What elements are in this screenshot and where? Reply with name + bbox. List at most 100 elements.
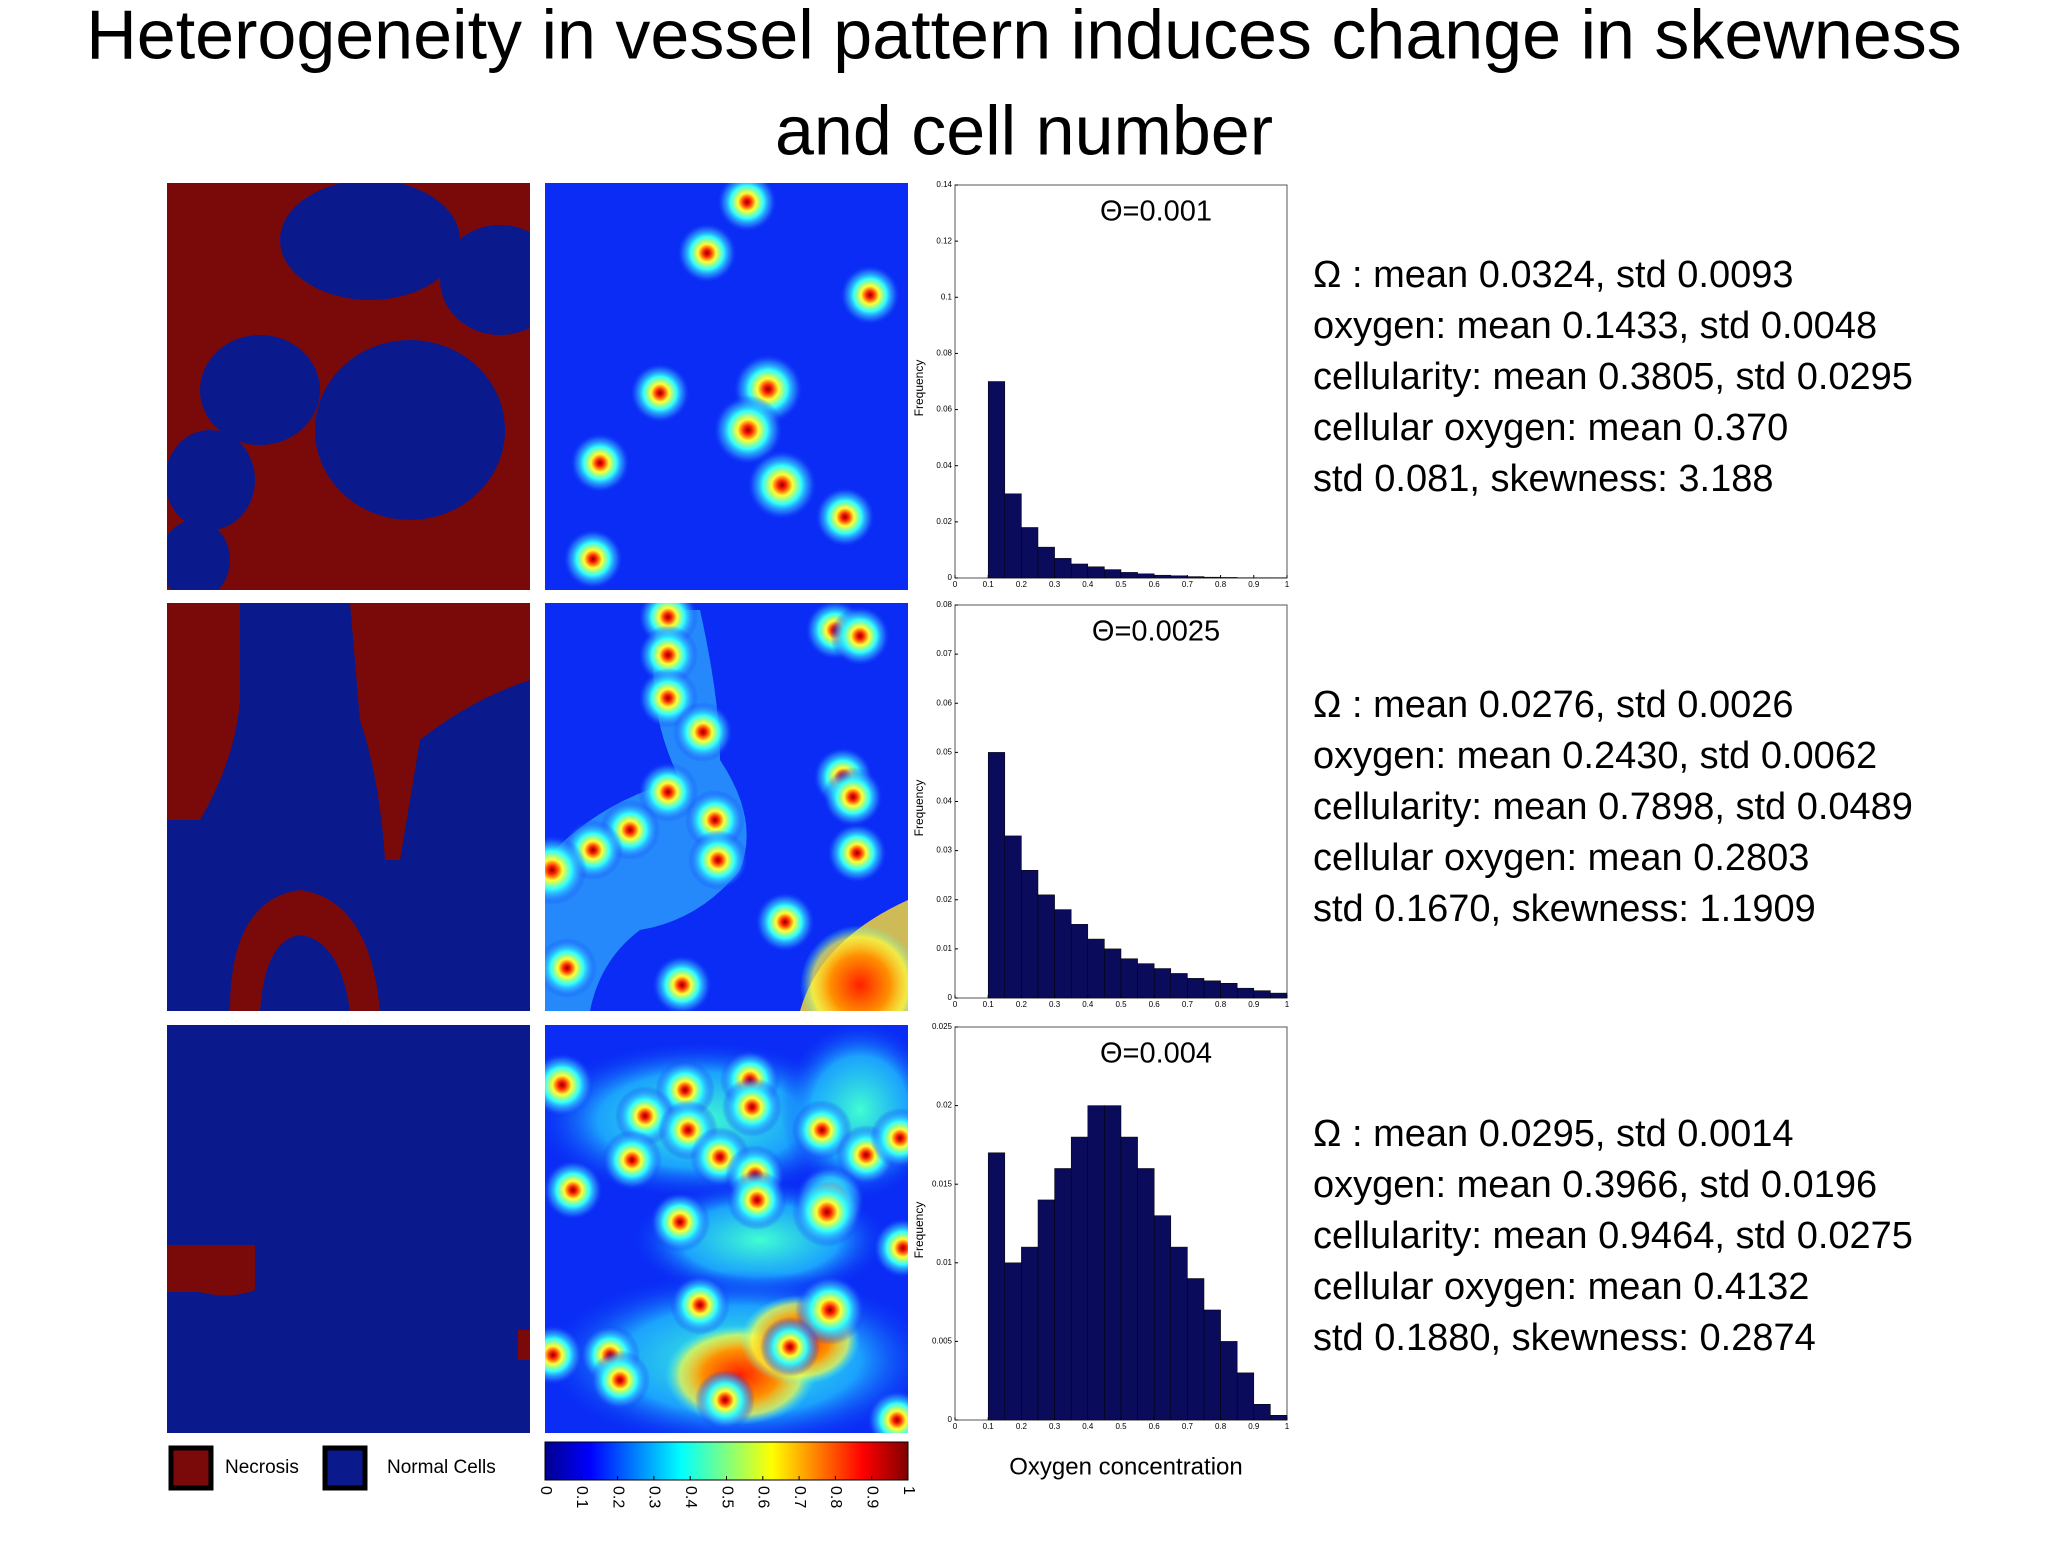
y-tick-label: 0.02 bbox=[936, 517, 952, 526]
y-tick-label: 0.06 bbox=[936, 698, 952, 707]
histogram-bar bbox=[1138, 964, 1155, 998]
colorbar-tick-label: 0.5 bbox=[718, 1486, 735, 1508]
stat-line: Ω : mean 0.0324, std 0.0093 bbox=[1313, 254, 1794, 296]
y-tick-label: 0.01 bbox=[936, 944, 952, 953]
histogram-bar bbox=[1071, 1137, 1088, 1420]
x-tick-label: 0.5 bbox=[1115, 1422, 1127, 1431]
x-axis-label: Oxygen concentration bbox=[1009, 1453, 1242, 1480]
histogram-bar bbox=[1204, 981, 1221, 998]
x-tick-label: 0.9 bbox=[1248, 1422, 1260, 1431]
x-tick-label: 0 bbox=[953, 1000, 958, 1009]
histogram-bar bbox=[1055, 1168, 1072, 1420]
stat-line: std 0.081, skewness: 3.188 bbox=[1313, 458, 1774, 500]
oxygen-map bbox=[517, 587, 920, 1045]
histogram-bar bbox=[1171, 1247, 1188, 1420]
x-tick-label: 0.7 bbox=[1182, 580, 1194, 589]
y-tick-label: 0.005 bbox=[932, 1337, 953, 1346]
histogram-bar bbox=[1005, 1263, 1022, 1420]
x-tick-label: 0.6 bbox=[1149, 1422, 1161, 1431]
y-axis-label: Frequency bbox=[912, 1202, 926, 1259]
histogram-bar bbox=[1187, 577, 1204, 578]
histogram-bar bbox=[1121, 959, 1138, 998]
x-tick-label: 1 bbox=[1285, 1000, 1290, 1009]
y-tick-label: 0.1 bbox=[941, 292, 953, 301]
histogram-bar bbox=[1221, 1341, 1238, 1420]
x-tick-label: 0.1 bbox=[983, 1422, 995, 1431]
stat-line: oxygen: mean 0.3966, std 0.0196 bbox=[1313, 1164, 1877, 1206]
histogram-bar bbox=[1005, 494, 1022, 578]
x-tick-label: 0.7 bbox=[1182, 1422, 1194, 1431]
histogram-bar bbox=[1221, 983, 1238, 998]
histogram-bar bbox=[1121, 1137, 1138, 1420]
legend-swatch bbox=[325, 1448, 365, 1488]
histogram-bar bbox=[1171, 576, 1188, 578]
x-tick-label: 0.3 bbox=[1049, 580, 1061, 589]
histogram-bar bbox=[1038, 895, 1055, 998]
histogram-bar bbox=[1138, 1168, 1155, 1420]
histogram-bar bbox=[1021, 527, 1038, 578]
y-tick-label: 0.08 bbox=[936, 349, 952, 358]
stat-line: oxygen: mean 0.2430, std 0.0062 bbox=[1313, 735, 1877, 777]
histogram-bar bbox=[1221, 577, 1238, 578]
necrosis-map bbox=[167, 603, 530, 1011]
colorbar-tick-label: 0.6 bbox=[755, 1486, 772, 1508]
colorbar-tick-label: 0.1 bbox=[573, 1486, 590, 1508]
histogram-bar bbox=[1154, 575, 1171, 578]
y-axis-label: Frequency bbox=[912, 360, 926, 417]
histogram-bar bbox=[1104, 570, 1121, 578]
histogram-bar bbox=[1055, 558, 1072, 578]
y-tick-label: 0 bbox=[948, 993, 953, 1002]
x-tick-label: 0.9 bbox=[1248, 580, 1260, 589]
histogram-bar bbox=[1154, 1216, 1171, 1420]
colorbar-tick-label: 0 bbox=[537, 1486, 554, 1495]
oxygen-map bbox=[523, 1020, 940, 1450]
x-tick-label: 0.9 bbox=[1248, 1000, 1260, 1009]
stat-line: cellular oxygen: mean 0.2803 bbox=[1313, 837, 1809, 879]
stat-line: cellularity: mean 0.3805, std 0.0295 bbox=[1313, 356, 1913, 398]
y-tick-label: 0 bbox=[948, 573, 953, 582]
histogram-bar bbox=[1038, 1200, 1055, 1420]
histogram-bar bbox=[988, 752, 1005, 998]
x-tick-label: 0.1 bbox=[983, 580, 995, 589]
x-tick-label: 0.3 bbox=[1049, 1000, 1061, 1009]
x-tick-label: 0.6 bbox=[1149, 580, 1161, 589]
oxygen-map bbox=[545, 172, 908, 590]
histogram-bar bbox=[1088, 1106, 1105, 1420]
y-tick-label: 0.02 bbox=[936, 895, 952, 904]
histogram-bar bbox=[1021, 1247, 1038, 1420]
x-tick-label: 0.2 bbox=[1016, 580, 1028, 589]
x-tick-label: 0.2 bbox=[1016, 1422, 1028, 1431]
y-axis-label: Frequency bbox=[912, 780, 926, 837]
stat-line: Ω : mean 0.0276, std 0.0026 bbox=[1313, 684, 1794, 726]
stat-line: std 0.1670, skewness: 1.1909 bbox=[1313, 888, 1816, 930]
y-tick-label: 0.14 bbox=[936, 180, 952, 189]
annotation: Θ=0.001 bbox=[1100, 196, 1212, 228]
x-tick-label: 1 bbox=[1285, 1422, 1290, 1431]
histogram-bar bbox=[988, 382, 1005, 579]
x-tick-label: 0.8 bbox=[1215, 1422, 1227, 1431]
colorbar-tick-label: 0.3 bbox=[646, 1486, 663, 1508]
histogram-bar bbox=[1138, 574, 1155, 578]
necrosis-map bbox=[167, 1025, 530, 1433]
histogram-bar bbox=[1005, 836, 1022, 998]
histogram-bar bbox=[1270, 993, 1287, 998]
x-tick-label: 0.4 bbox=[1082, 1422, 1094, 1431]
colorbar-tick-label: 0.9 bbox=[863, 1486, 880, 1508]
histogram-bar bbox=[1088, 567, 1105, 578]
x-tick-label: 0.3 bbox=[1049, 1422, 1061, 1431]
colorbar-tick-label: 0.7 bbox=[791, 1486, 808, 1508]
histogram-bar bbox=[1187, 978, 1204, 998]
y-tick-label: 0.05 bbox=[936, 747, 952, 756]
stat-line: cellularity: mean 0.9464, std 0.0275 bbox=[1313, 1215, 1913, 1257]
histogram-bar bbox=[1104, 1106, 1121, 1420]
y-tick-label: 0.08 bbox=[936, 600, 952, 609]
colorbar bbox=[545, 1442, 908, 1480]
x-tick-label: 0.8 bbox=[1215, 1000, 1227, 1009]
histogram-bar bbox=[1121, 572, 1138, 578]
stat-line: Ω : mean 0.0295, std 0.0014 bbox=[1313, 1113, 1794, 1155]
colorbar-tick-label: 1 bbox=[900, 1486, 917, 1495]
stat-line: cellular oxygen: mean 0.370 bbox=[1313, 407, 1788, 449]
x-tick-label: 0.6 bbox=[1149, 1000, 1161, 1009]
